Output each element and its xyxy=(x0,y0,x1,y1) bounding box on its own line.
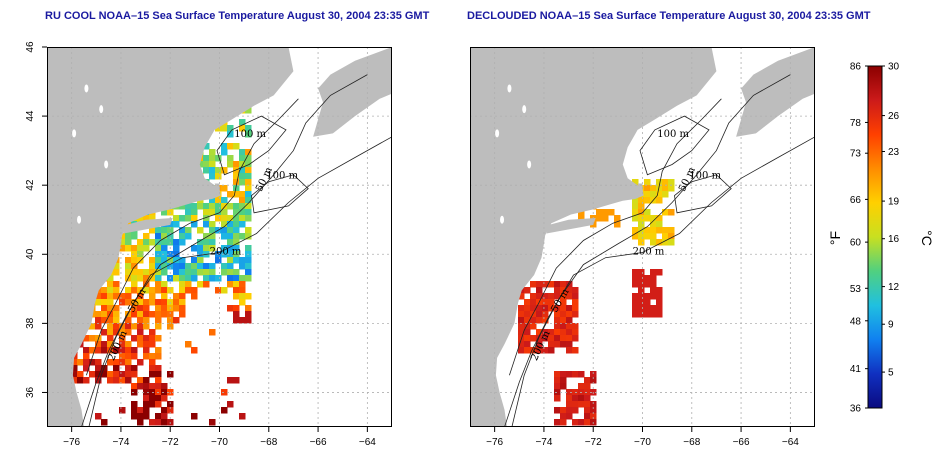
celsius-unit-label: °C xyxy=(919,230,935,246)
contour-label: 100 m xyxy=(266,170,298,181)
y-tick-label: 46 xyxy=(25,41,36,53)
left-map-title: RU COOL NOAA–15 Sea Surface Temperature … xyxy=(45,10,430,22)
fahrenheit-tick-label: 78 xyxy=(850,118,862,129)
celsius-tick-label: 16 xyxy=(888,234,900,245)
land-mass xyxy=(47,47,294,427)
y-tick-label: 40 xyxy=(25,248,36,260)
lake-icon xyxy=(495,129,500,138)
temperature-colorbar: 86 78 73 66 60 53 48 41 36 30 26 23 19 16 12 9 5 °F °C xyxy=(827,62,935,415)
x-tick-label: −76 xyxy=(486,437,503,448)
map-frame xyxy=(470,47,815,427)
lake-icon xyxy=(77,215,82,224)
fahrenheit-tick-label: 86 xyxy=(850,62,862,73)
fahrenheit-unit-label: °F xyxy=(827,231,843,245)
long-island xyxy=(546,218,596,234)
nova-scotia xyxy=(313,47,392,137)
lake-icon xyxy=(500,215,505,224)
celsius-tick-label: 19 xyxy=(888,197,900,208)
x-tick-label: −64 xyxy=(782,437,799,448)
fahrenheit-tick-label: 48 xyxy=(850,316,862,327)
x-tick-label: −68 xyxy=(260,437,277,448)
celsius-tick-label: 12 xyxy=(888,282,900,293)
celsius-tick-label: 30 xyxy=(888,62,900,73)
right-map-title: DECLOUDED NOAA–15 Sea Surface Temperatur… xyxy=(467,10,871,22)
bathymetry-contours xyxy=(504,74,816,428)
lat-lon-grid xyxy=(470,46,815,427)
long-island xyxy=(123,218,173,234)
lake-icon xyxy=(522,105,527,114)
contour-label: 100 m xyxy=(234,129,266,140)
x-tick-label: −72 xyxy=(585,437,602,448)
fahrenheit-tick-label: 41 xyxy=(850,364,862,375)
left-map-axes: −76 −74 −72 −70 −68 −66 −64 46 44 42 40 38 36 xyxy=(25,41,376,448)
fahrenheit-tick-label: 60 xyxy=(850,238,862,249)
lake-icon xyxy=(507,84,512,93)
x-tick-label: −66 xyxy=(310,437,327,448)
x-tick-label: −70 xyxy=(211,437,228,448)
x-tick-label: −74 xyxy=(112,437,129,448)
y-tick-label: 38 xyxy=(25,317,36,329)
y-tick-label: 44 xyxy=(25,110,36,122)
x-tick-label: −64 xyxy=(359,437,376,448)
celsius-tick-label: 26 xyxy=(888,111,900,122)
lake-icon xyxy=(84,84,89,93)
left-sst-map[interactable]: 100 m 100 m 50 m 200 m 50 m 200 m xyxy=(47,46,393,428)
cape-cod xyxy=(204,183,220,196)
x-tick-label: −68 xyxy=(683,437,700,448)
cape-cod xyxy=(627,183,643,196)
x-tick-label: −72 xyxy=(162,437,179,448)
fahrenheit-tick-label: 73 xyxy=(850,149,862,160)
y-tick-label: 36 xyxy=(25,386,36,398)
contour-label: 100 m xyxy=(657,129,689,140)
lake-icon xyxy=(99,105,104,114)
lake-icon xyxy=(72,129,77,138)
x-tick-label: −70 xyxy=(634,437,651,448)
celsius-tick-label: 23 xyxy=(888,147,900,158)
lake-icon xyxy=(527,160,532,169)
land-mass xyxy=(470,47,717,427)
fahrenheit-tick-label: 36 xyxy=(850,404,862,415)
map-frame xyxy=(47,47,392,427)
contour-label: 200 m xyxy=(210,246,242,257)
lake-icon xyxy=(104,160,109,169)
x-tick-label: −66 xyxy=(733,437,750,448)
celsius-tick-label: 5 xyxy=(888,368,894,379)
contour-label: 200 m xyxy=(633,246,665,257)
bathymetry-contours xyxy=(81,74,393,428)
y-tick-label: 42 xyxy=(25,179,36,191)
contour-label: 100 m xyxy=(689,170,721,181)
right-sst-map[interactable]: 100 m 100 m 50 m 200 m 50 m 200 m xyxy=(470,46,816,428)
colorbar-gradient xyxy=(867,65,883,409)
nova-scotia xyxy=(736,47,815,137)
x-tick-label: −74 xyxy=(535,437,552,448)
fahrenheit-tick-label: 53 xyxy=(850,284,862,295)
fahrenheit-tick-label: 66 xyxy=(850,195,862,206)
lat-lon-grid xyxy=(47,46,392,427)
celsius-tick-label: 9 xyxy=(888,320,894,331)
x-tick-label: −76 xyxy=(63,437,80,448)
